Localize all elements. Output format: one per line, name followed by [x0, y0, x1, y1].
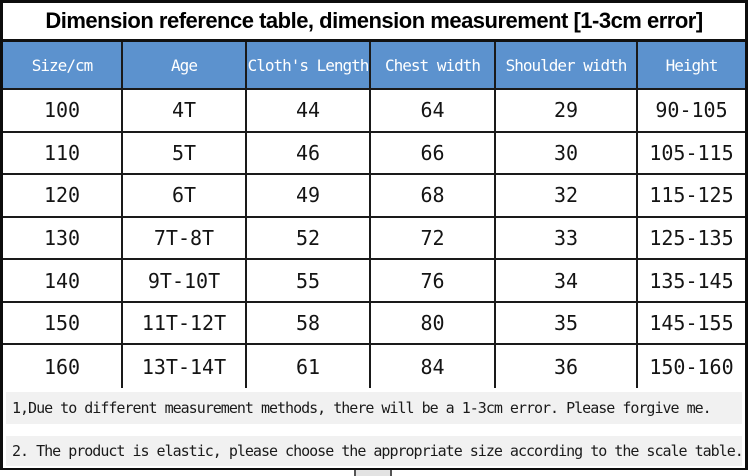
table-row: 140 9T-10T 55 76 34 135-145 [3, 260, 745, 303]
table-cell: 115-125 [649, 183, 734, 208]
table-cell: 29 [496, 90, 638, 131]
table-row: 120 6T 49 68 32 115-125 [3, 175, 745, 218]
note-line-1: 1,Due to different measurement methods, … [6, 392, 742, 424]
table-cell: 125-135 [649, 225, 734, 250]
header-cell-shoulder-width: Shoulder width [496, 42, 638, 88]
table-cell: 145-155 [649, 311, 734, 336]
table-cell: 110 [3, 132, 123, 174]
table-cell: 33 [496, 217, 638, 259]
spreadsheet-gridline-fragment [354, 470, 392, 476]
table-cell: 6T [123, 175, 247, 216]
table-cell: 9T-10T [123, 260, 247, 301]
table-header-row: Size/cm Age Cloth's Length Chest width Shoul… [3, 42, 745, 90]
table-cell: 130 [3, 217, 123, 259]
table-cell: 150 [3, 302, 123, 344]
table-cell: 55 [247, 260, 371, 301]
table-cell: 64 [371, 90, 496, 131]
table-cell: 35 [496, 302, 638, 344]
table-row: 110 5T 46 66 30 105-115 [3, 132, 745, 176]
table-cell: 58 [247, 302, 371, 344]
table-cell: 105-115 [649, 140, 734, 165]
table-cell: 80 [371, 302, 496, 344]
table-cell: 72 [371, 217, 496, 259]
table-row: 130 7T-8T 52 72 33 125-135 [3, 217, 745, 261]
table-cell: 36 [496, 345, 638, 388]
table-cell: 7T-8T [123, 217, 247, 259]
table-cell: 68 [371, 175, 496, 216]
table-cell: 30 [496, 132, 638, 174]
header-cell-size-cm: Size/cm [3, 42, 123, 88]
notes-section: 1,Due to different measurement methods, … [3, 388, 745, 466]
table-body: 100 4T 44 64 29 90-105 110 5T 46 66 30 105-115 120 6T… [3, 90, 745, 388]
page-title: Dimension reference table, dimension mea… [45, 8, 703, 33]
table-cell: 76 [371, 260, 496, 301]
table-cell: 46 [247, 132, 371, 174]
table-cell: 13T-14T [123, 345, 247, 388]
table-cell: 5T [123, 132, 247, 174]
table-cell: 150-160 [649, 354, 734, 379]
table-row: 160 13T-14T 61 84 36 150-160 [3, 345, 745, 388]
note-line-2: 2. The product is elastic, please choose… [6, 436, 742, 466]
table-row: 150 11T-12T 58 80 35 145-155 [3, 302, 745, 346]
table-cell: 32 [496, 175, 638, 216]
header-cell-cloth-s-length: Cloth's Length [247, 42, 371, 88]
title-divider [3, 39, 745, 42]
table-cell: 49 [247, 175, 371, 216]
table-cell: 61 [247, 345, 371, 388]
table-cell: 160 [3, 345, 123, 388]
header-cell-chest-width: Chest width [371, 42, 496, 88]
header-cell-age: Age [123, 42, 247, 88]
table-cell: 100 [3, 90, 123, 131]
table-cell: 140 [3, 260, 123, 301]
table-row: 100 4T 44 64 29 90-105 [3, 90, 745, 133]
table-cell: 11T-12T [123, 302, 247, 344]
table-cell: 4T [123, 90, 247, 131]
table-cell: 84 [371, 345, 496, 388]
title-bar: Dimension reference table, dimension mea… [3, 3, 745, 39]
table-cell: 135-145 [649, 268, 734, 293]
table-cell: 90-105 [655, 98, 728, 123]
table-cell: 44 [247, 90, 371, 131]
header-cell-height: Height [665, 55, 719, 75]
table-cell: 120 [3, 175, 123, 216]
table-cell: 66 [371, 132, 496, 174]
table-cell: 34 [496, 260, 638, 301]
table-cell: 52 [247, 217, 371, 259]
